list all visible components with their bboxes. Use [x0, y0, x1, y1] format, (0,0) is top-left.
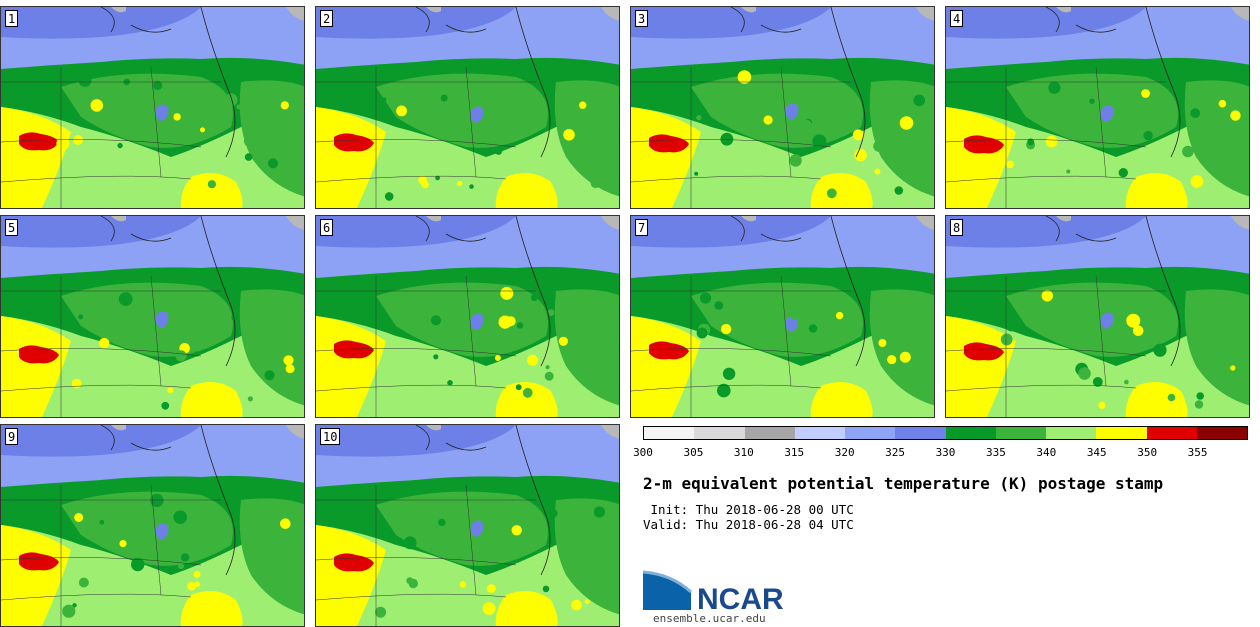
figure-title: 2-m equivalent potential temperature (K)…	[643, 474, 1164, 493]
colorbar-tick-label: 340	[1036, 446, 1057, 459]
member-panel-2: 2	[315, 6, 620, 209]
member-number-label: 10	[320, 428, 341, 445]
colorbar-tick-label: 350	[1137, 446, 1158, 459]
colorbar-swatch	[694, 427, 745, 439]
member-number-label: 2	[320, 10, 334, 27]
member-panel-1: 1	[0, 6, 305, 209]
colorbar-swatch	[1096, 427, 1147, 439]
colorbar-tick-label: 300	[633, 446, 653, 459]
colorbar-swatch	[794, 427, 845, 439]
member-panel-9: 9	[0, 424, 305, 627]
member-number-label: 8	[950, 219, 964, 236]
member-panel-8: 8	[945, 215, 1250, 418]
logo-text: NCAR	[697, 583, 784, 612]
member-number-label: 6	[320, 219, 334, 236]
member-panel-6: 6	[315, 215, 620, 418]
colorbar-tick-label: 335	[985, 446, 1006, 459]
colorbar-tick-label: 315	[784, 446, 805, 459]
colorbar-tick-label: 330	[935, 446, 956, 459]
colorbar-swatch	[1146, 427, 1197, 439]
colorbar-swatch	[945, 427, 996, 439]
colorbar-tick-label: 325	[885, 446, 906, 459]
member-number-label: 3	[635, 10, 649, 27]
member-panel-3: 3	[630, 6, 935, 209]
member-number-label: 7	[635, 219, 649, 236]
member-panel-4: 4	[945, 6, 1250, 209]
member-panel-10: 10	[315, 424, 620, 627]
colorbar-tick-label: 310	[733, 446, 754, 459]
logo-url: ensemble.ucar.edu	[653, 612, 766, 625]
ncar-logo: NCAR	[642, 570, 793, 616]
colorbar-tick-label: 320	[834, 446, 855, 459]
colorbar-swatch	[995, 427, 1046, 439]
colorbar-swatch	[644, 427, 695, 439]
colorbar-swatch	[744, 427, 795, 439]
colorbar-tick-label: 355	[1187, 446, 1208, 459]
init-time: Init: Thu 2018-06-28 00 UTC	[643, 502, 854, 517]
colorbar-tick-label: 345	[1086, 446, 1107, 459]
colorbar-swatch	[895, 427, 946, 439]
colorbar-swatch	[845, 427, 896, 439]
member-number-label: 9	[5, 428, 19, 445]
member-number-label: 1	[5, 10, 19, 27]
member-number-label: 4	[950, 10, 964, 27]
member-panel-7: 7	[630, 215, 935, 418]
member-number-label: 5	[5, 219, 19, 236]
valid-time: Valid: Thu 2018-06-28 04 UTC	[643, 517, 854, 532]
colorbar-tick-label: 305	[683, 446, 704, 459]
colorbar-swatch	[1046, 427, 1097, 439]
colorbar-swatch	[1196, 427, 1247, 439]
colorbar	[643, 426, 1248, 440]
member-panel-5: 5	[0, 215, 305, 418]
